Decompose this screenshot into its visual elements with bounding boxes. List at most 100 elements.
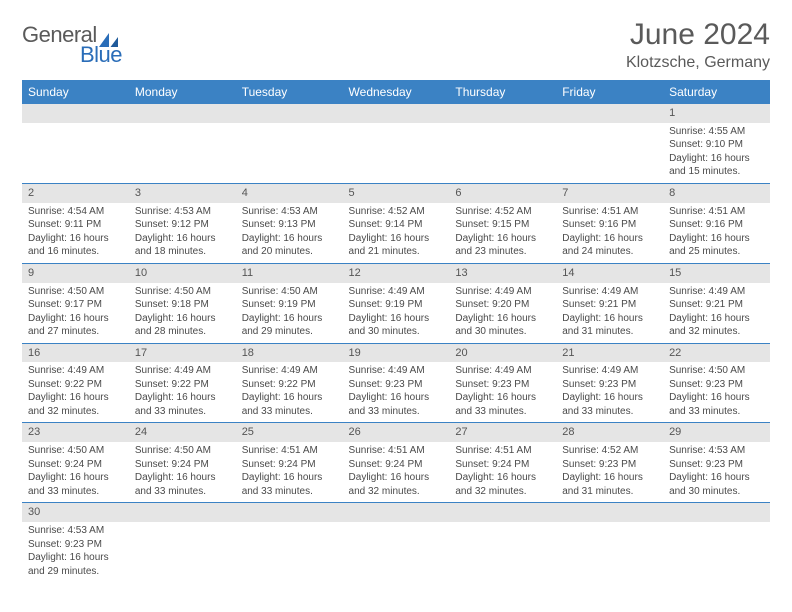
day-number-empty bbox=[449, 104, 556, 123]
calendar-cell: 11Sunrise: 4:50 AMSunset: 9:19 PMDayligh… bbox=[236, 263, 343, 343]
calendar-cell: 13Sunrise: 4:49 AMSunset: 9:20 PMDayligh… bbox=[449, 263, 556, 343]
sunset-line: Sunset: 9:13 PM bbox=[242, 218, 337, 232]
weekday-sunday: Sunday bbox=[22, 80, 129, 104]
day-number: 30 bbox=[22, 503, 129, 522]
calendar-cell bbox=[22, 104, 129, 183]
day-number-empty bbox=[129, 503, 236, 522]
calendar-cell: 1Sunrise: 4:55 AMSunset: 9:10 PMDaylight… bbox=[663, 104, 770, 183]
daylight-line: Daylight: 16 hours and 15 minutes. bbox=[669, 152, 764, 179]
calendar-cell: 29Sunrise: 4:53 AMSunset: 9:23 PMDayligh… bbox=[663, 423, 770, 503]
sunset-line: Sunset: 9:23 PM bbox=[562, 458, 657, 472]
calendar-row: 1Sunrise: 4:55 AMSunset: 9:10 PMDaylight… bbox=[22, 104, 770, 183]
day-number: 24 bbox=[129, 423, 236, 442]
day-number: 18 bbox=[236, 344, 343, 363]
daylight-line: Daylight: 16 hours and 33 minutes. bbox=[455, 391, 550, 418]
day-number: 28 bbox=[556, 423, 663, 442]
day-number: 2 bbox=[22, 184, 129, 203]
sunset-line: Sunset: 9:11 PM bbox=[28, 218, 123, 232]
day-number: 29 bbox=[663, 423, 770, 442]
daylight-line: Daylight: 16 hours and 32 minutes. bbox=[455, 471, 550, 498]
sunrise-line: Sunrise: 4:53 AM bbox=[242, 205, 337, 219]
weekday-wednesday: Wednesday bbox=[343, 80, 450, 104]
daylight-line: Daylight: 16 hours and 27 minutes. bbox=[28, 312, 123, 339]
day-details: Sunrise: 4:51 AMSunset: 9:24 PMDaylight:… bbox=[236, 442, 343, 502]
sunset-line: Sunset: 9:23 PM bbox=[562, 378, 657, 392]
day-details: Sunrise: 4:49 AMSunset: 9:20 PMDaylight:… bbox=[449, 283, 556, 343]
weekday-monday: Monday bbox=[129, 80, 236, 104]
brand-text-blue: Blue bbox=[80, 42, 122, 68]
calendar-cell: 12Sunrise: 4:49 AMSunset: 9:19 PMDayligh… bbox=[343, 263, 450, 343]
calendar-cell: 22Sunrise: 4:50 AMSunset: 9:23 PMDayligh… bbox=[663, 343, 770, 423]
sunrise-line: Sunrise: 4:49 AM bbox=[562, 364, 657, 378]
sunset-line: Sunset: 9:14 PM bbox=[349, 218, 444, 232]
day-details: Sunrise: 4:50 AMSunset: 9:24 PMDaylight:… bbox=[129, 442, 236, 502]
calendar-cell bbox=[449, 104, 556, 183]
day-details: Sunrise: 4:55 AMSunset: 9:10 PMDaylight:… bbox=[663, 123, 770, 183]
day-number: 4 bbox=[236, 184, 343, 203]
day-details: Sunrise: 4:51 AMSunset: 9:24 PMDaylight:… bbox=[449, 442, 556, 502]
calendar-cell: 15Sunrise: 4:49 AMSunset: 9:21 PMDayligh… bbox=[663, 263, 770, 343]
calendar-cell: 9Sunrise: 4:50 AMSunset: 9:17 PMDaylight… bbox=[22, 263, 129, 343]
calendar-cell: 27Sunrise: 4:51 AMSunset: 9:24 PMDayligh… bbox=[449, 423, 556, 503]
sunset-line: Sunset: 9:16 PM bbox=[669, 218, 764, 232]
day-number: 5 bbox=[343, 184, 450, 203]
sunrise-line: Sunrise: 4:52 AM bbox=[562, 444, 657, 458]
daylight-line: Daylight: 16 hours and 30 minutes. bbox=[669, 471, 764, 498]
day-details: Sunrise: 4:54 AMSunset: 9:11 PMDaylight:… bbox=[22, 203, 129, 263]
sunrise-line: Sunrise: 4:54 AM bbox=[28, 205, 123, 219]
sunset-line: Sunset: 9:24 PM bbox=[349, 458, 444, 472]
calendar-cell: 25Sunrise: 4:51 AMSunset: 9:24 PMDayligh… bbox=[236, 423, 343, 503]
daylight-line: Daylight: 16 hours and 29 minutes. bbox=[242, 312, 337, 339]
day-details: Sunrise: 4:49 AMSunset: 9:23 PMDaylight:… bbox=[449, 362, 556, 422]
sunset-line: Sunset: 9:24 PM bbox=[455, 458, 550, 472]
day-number: 14 bbox=[556, 264, 663, 283]
day-details: Sunrise: 4:53 AMSunset: 9:13 PMDaylight:… bbox=[236, 203, 343, 263]
day-details: Sunrise: 4:50 AMSunset: 9:24 PMDaylight:… bbox=[22, 442, 129, 502]
daylight-line: Daylight: 16 hours and 33 minutes. bbox=[562, 391, 657, 418]
day-number: 16 bbox=[22, 344, 129, 363]
sunrise-line: Sunrise: 4:53 AM bbox=[28, 524, 123, 538]
day-number: 19 bbox=[343, 344, 450, 363]
calendar-cell: 14Sunrise: 4:49 AMSunset: 9:21 PMDayligh… bbox=[556, 263, 663, 343]
sunset-line: Sunset: 9:10 PM bbox=[669, 138, 764, 152]
calendar-header-row: SundayMondayTuesdayWednesdayThursdayFrid… bbox=[22, 80, 770, 104]
sunset-line: Sunset: 9:24 PM bbox=[135, 458, 230, 472]
sunrise-line: Sunrise: 4:49 AM bbox=[28, 364, 123, 378]
sunset-line: Sunset: 9:23 PM bbox=[349, 378, 444, 392]
calendar-cell: 2Sunrise: 4:54 AMSunset: 9:11 PMDaylight… bbox=[22, 183, 129, 263]
day-details: Sunrise: 4:53 AMSunset: 9:12 PMDaylight:… bbox=[129, 203, 236, 263]
day-number: 8 bbox=[663, 184, 770, 203]
day-details: Sunrise: 4:52 AMSunset: 9:23 PMDaylight:… bbox=[556, 442, 663, 502]
weekday-tuesday: Tuesday bbox=[236, 80, 343, 104]
day-number-empty bbox=[343, 104, 450, 123]
sunset-line: Sunset: 9:21 PM bbox=[669, 298, 764, 312]
calendar-cell bbox=[129, 503, 236, 582]
day-number: 22 bbox=[663, 344, 770, 363]
calendar-cell: 7Sunrise: 4:51 AMSunset: 9:16 PMDaylight… bbox=[556, 183, 663, 263]
location-text: Klotzsche, Germany bbox=[626, 54, 770, 72]
sunset-line: Sunset: 9:17 PM bbox=[28, 298, 123, 312]
daylight-line: Daylight: 16 hours and 16 minutes. bbox=[28, 232, 123, 259]
sunrise-line: Sunrise: 4:49 AM bbox=[562, 285, 657, 299]
daylight-line: Daylight: 16 hours and 33 minutes. bbox=[135, 471, 230, 498]
daylight-line: Daylight: 16 hours and 28 minutes. bbox=[135, 312, 230, 339]
sunrise-line: Sunrise: 4:49 AM bbox=[455, 285, 550, 299]
calendar-cell bbox=[556, 503, 663, 582]
sunset-line: Sunset: 9:22 PM bbox=[28, 378, 123, 392]
month-title: June 2024 bbox=[626, 18, 770, 52]
sunrise-line: Sunrise: 4:50 AM bbox=[669, 364, 764, 378]
day-details: Sunrise: 4:51 AMSunset: 9:16 PMDaylight:… bbox=[556, 203, 663, 263]
sunrise-line: Sunrise: 4:52 AM bbox=[349, 205, 444, 219]
daylight-line: Daylight: 16 hours and 31 minutes. bbox=[562, 312, 657, 339]
daylight-line: Daylight: 16 hours and 33 minutes. bbox=[242, 471, 337, 498]
weekday-friday: Friday bbox=[556, 80, 663, 104]
day-details: Sunrise: 4:50 AMSunset: 9:23 PMDaylight:… bbox=[663, 362, 770, 422]
sunrise-line: Sunrise: 4:51 AM bbox=[562, 205, 657, 219]
day-number: 1 bbox=[663, 104, 770, 123]
day-number-empty bbox=[449, 503, 556, 522]
calendar-row: 30Sunrise: 4:53 AMSunset: 9:23 PMDayligh… bbox=[22, 503, 770, 582]
calendar-cell: 5Sunrise: 4:52 AMSunset: 9:14 PMDaylight… bbox=[343, 183, 450, 263]
calendar-row: 2Sunrise: 4:54 AMSunset: 9:11 PMDaylight… bbox=[22, 183, 770, 263]
daylight-line: Daylight: 16 hours and 32 minutes. bbox=[349, 471, 444, 498]
day-number: 6 bbox=[449, 184, 556, 203]
